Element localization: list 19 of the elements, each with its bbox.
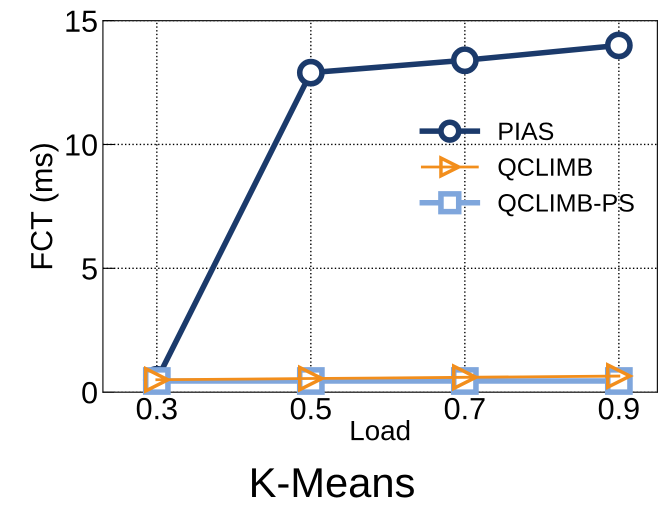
point xyxy=(604,32,633,60)
point xyxy=(606,363,632,389)
y-axis-title: FCT (ms) xyxy=(30,144,59,268)
x-tick-label: 0.5 xyxy=(290,398,331,420)
x-tick-label: 0.3 xyxy=(136,398,177,420)
y-tick-label: 10 xyxy=(66,134,97,156)
y-tick-label: 5 xyxy=(82,258,97,280)
legend-label: QCLIMB xyxy=(498,158,592,180)
x-axis-title: Load xyxy=(352,420,410,440)
legend-label: QCLIMB-PS xyxy=(498,194,634,216)
x-tick-label: 0.9 xyxy=(598,398,639,420)
point xyxy=(452,364,478,390)
y-tick-label: 15 xyxy=(66,10,97,32)
legend-label: PIAS xyxy=(499,122,554,140)
x-tick-label: 0.7 xyxy=(444,398,485,420)
point xyxy=(450,46,479,74)
text: K-Means xyxy=(252,468,414,498)
point xyxy=(296,58,325,87)
y-tick-label: 0 xyxy=(82,382,97,404)
